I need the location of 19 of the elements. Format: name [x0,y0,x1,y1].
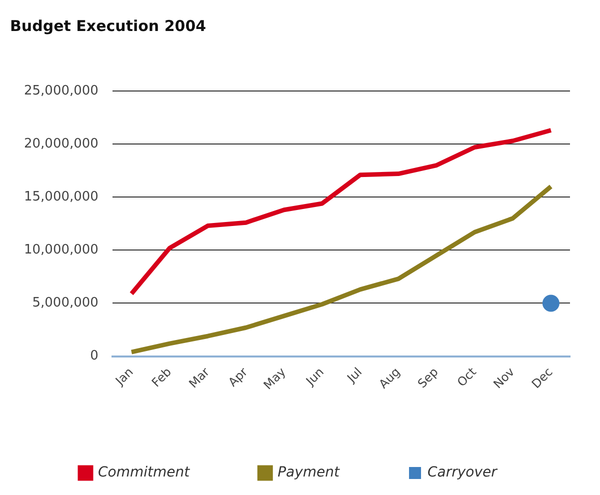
x-tick-label: Jun [302,364,326,389]
x-tick-label: Jul [344,364,365,386]
legend-label: Carryover [428,464,498,481]
y-tick-label: 10,000,000 [24,242,98,258]
chart-title: Budget Execution 2004 [10,16,206,35]
x-tick-label: Mar [186,364,212,391]
x-tick-label: Apr [226,364,250,390]
y-tick-label: 0 [90,348,98,364]
x-tick-label: Dec [528,364,556,392]
legend-label: Payment [278,464,340,481]
y-tick-label: 25,000,000 [24,83,98,98]
legend-label: Commitment [98,464,190,481]
y-tick-label: 15,000,000 [24,189,98,204]
y-tick-label: 20,000,000 [24,136,98,152]
x-tick-label: Jan [112,364,136,388]
x-tick-label: Oct [454,364,480,390]
x-tick-label: Feb [149,364,174,390]
y-tick-label: 5,000,000 [32,296,98,311]
x-tick-label: Sep [414,364,441,391]
